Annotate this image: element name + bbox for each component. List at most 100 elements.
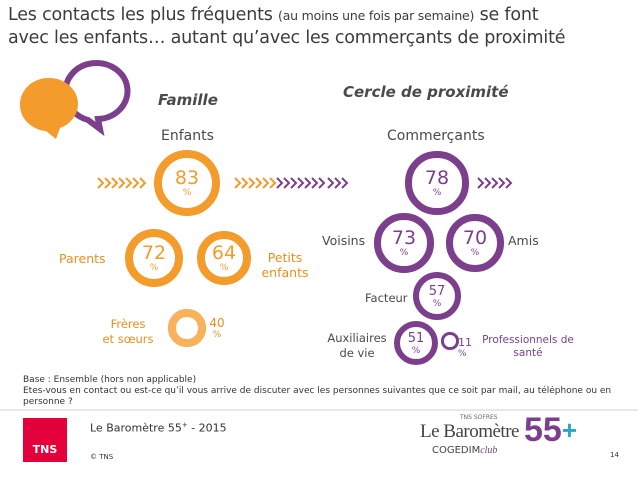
bubble-freres [168, 309, 206, 347]
label-commercants: Commerçants [387, 128, 485, 144]
bubble-enfants: 83% [153, 149, 221, 217]
label-petits-1: Petits [267, 250, 303, 265]
bubble-petits-enfants: 64% [197, 231, 251, 285]
value-voisins: 73 [391, 226, 417, 249]
famille-header: Famille [158, 91, 218, 109]
chevron-middle [255, 177, 263, 189]
label-auxiliaires: Auxiliaires de vie [326, 331, 388, 361]
tns-logo: TNS [23, 418, 67, 462]
label-amis: Amis [508, 233, 539, 248]
value-enfants: 83 [174, 166, 200, 189]
chevron-purple-right [491, 177, 499, 189]
label-facteur: Facteur [365, 291, 408, 305]
pct-commercants: % [432, 187, 442, 198]
chevron-purple-right [498, 177, 506, 189]
barometre-logo: TNS SOFRES Le Baromètre 55+ COGEDIMclub [420, 412, 590, 462]
label-petits-enfants: Petits enfants [256, 250, 314, 280]
chevron-orange-left [132, 177, 140, 189]
logo-cogedim: COGEDIMclub [432, 445, 497, 456]
value-freres: 40 [209, 316, 225, 330]
label-freres-1: Frères [110, 317, 146, 331]
value-freres-box: 40 % [206, 316, 228, 341]
chevron-middle [248, 177, 256, 189]
chevron-middle [311, 177, 319, 189]
pct-auxiliaires: % [411, 345, 421, 356]
label-prof-2: santé [513, 347, 543, 359]
label-parents: Parents [59, 251, 106, 266]
tns-logo-text: TNS [32, 443, 58, 456]
chevron-arrows [97, 177, 513, 189]
page-number: 14 [610, 451, 619, 459]
value-prof-box: 11 % [458, 336, 474, 359]
bubble-facteur: 57% [412, 271, 462, 321]
footer-barometre: Le Baromètre 55+ - 2015 [90, 421, 227, 435]
chevron-middle [269, 177, 277, 189]
proximite-header: Cercle de proximité [343, 83, 509, 101]
speech-bubbles-icon [19, 60, 131, 139]
label-enfants: Enfants [161, 128, 214, 144]
value-petits-enfants: 64 [211, 241, 237, 264]
value-prof-sante: 11 [458, 336, 472, 349]
title-part-2: (au moins une fois par semaine) [278, 8, 475, 23]
pct-parents: % [149, 262, 159, 273]
chevron-middle [318, 177, 326, 189]
pct-facteur: % [432, 298, 442, 309]
label-petits-2: enfants [261, 265, 309, 280]
chevron-purple-right [484, 177, 492, 189]
logo-55-digits: 55 [524, 411, 562, 449]
logo-tns-sofres: TNS SOFRES [460, 414, 498, 421]
label-freres: Frères et sœurs [96, 317, 160, 347]
label-voisins: Voisins [322, 233, 366, 248]
value-parents: 72 [141, 241, 167, 264]
label-auxiliaires-2: de vie [339, 346, 375, 360]
chevron-middle [297, 177, 305, 189]
chevron-orange-left [118, 177, 126, 189]
chevron-orange-left [111, 177, 119, 189]
value-auxiliaires: 51 [407, 330, 425, 346]
label-auxiliaires-1: Auxiliaires [327, 331, 387, 345]
chevron-middle [304, 177, 312, 189]
value-amis: 70 [462, 226, 488, 249]
title-part-3: se font [474, 5, 539, 25]
pct-freres: % [212, 330, 222, 340]
chevron-orange-left [125, 177, 133, 189]
chevron-middle [290, 177, 298, 189]
footnote-base: Base : Ensemble (hors non applicable) [23, 375, 197, 385]
value-commercants: 78 [424, 166, 450, 189]
pct-prof-sante: % [458, 349, 467, 359]
chevron-middle [283, 177, 291, 189]
logo-club-text: club [480, 445, 498, 456]
footer-barometre-year: - 2015 [187, 421, 227, 435]
bubble-auxiliaires: 51% [393, 320, 439, 366]
value-facteur: 57 [428, 283, 446, 299]
pct-voisins: % [399, 247, 409, 258]
page-title: Les contacts les plus fréquents (au moin… [8, 4, 630, 49]
chevron-middle [262, 177, 270, 189]
chevron-purple-right [477, 177, 485, 189]
chevron-purple-mid [327, 177, 335, 189]
pct-amis: % [470, 247, 480, 258]
bubble-parents: 72% [124, 228, 184, 288]
footnote-question-1: Etes-vous en contact ou est-ce qu’il vou… [23, 386, 612, 396]
label-freres-2: et sœurs [102, 332, 154, 346]
footer-barometre-title: Le Baromètre 55 [90, 421, 182, 435]
chevron-purple-right [505, 177, 513, 189]
bubble-commercants: 78% [405, 151, 469, 215]
pct-enfants: % [182, 187, 192, 198]
footnote: Base : Ensemble (hors non applicable) Et… [23, 375, 623, 408]
footer-barometre-sup: + [181, 421, 188, 429]
bubble-voisins: 73% [374, 213, 434, 273]
footnote-question-2: personne ? [23, 397, 73, 407]
logo-barometre-text: Le Baromètre [420, 421, 519, 442]
chevron-orange-left [97, 177, 105, 189]
pct-petits-enfants: % [219, 262, 229, 273]
chevron-purple-mid [341, 177, 349, 189]
logo-55: 55+ [524, 412, 577, 448]
title-part-1: Les contacts les plus fréquents [8, 5, 279, 25]
logo-cogedim-text: COGEDIM [432, 445, 481, 456]
logo-plus: + [561, 415, 578, 445]
title-line-2: avec les enfants… autant qu’avec les com… [8, 28, 566, 48]
label-prof-1: Professionnels de [482, 334, 574, 346]
bubble-amis: 70% [446, 214, 504, 272]
